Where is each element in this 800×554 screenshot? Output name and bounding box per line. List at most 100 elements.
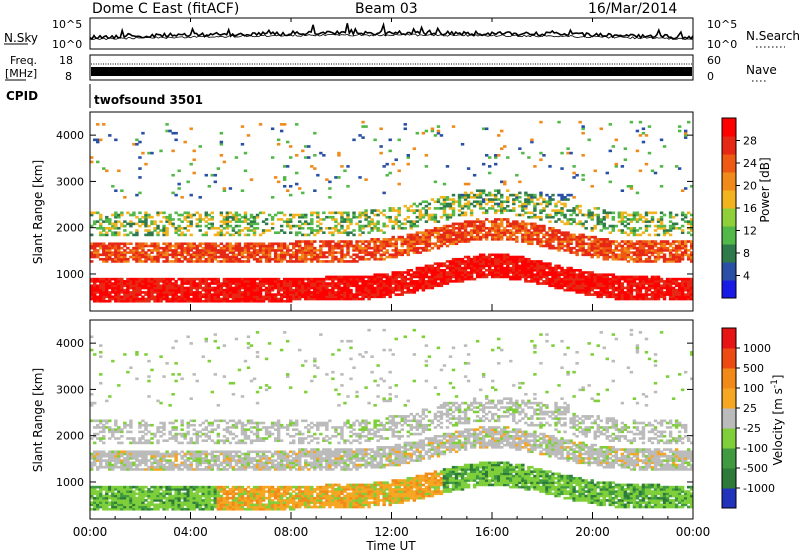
- heatmap-cell: [527, 156, 531, 159]
- heatmap-cell: [355, 277, 359, 281]
- heatmap-cell: [201, 295, 205, 299]
- heatmap-cell: [304, 242, 308, 246]
- heatmap-cell: [665, 282, 670, 285]
- heatmap-cell: [376, 251, 380, 254]
- heatmap-cell: [117, 215, 121, 219]
- heatmap-cell: [358, 286, 362, 290]
- heatmap-cell: [373, 209, 377, 212]
- heatmap-cell: [494, 218, 498, 221]
- heatmap-cell: [99, 277, 103, 281]
- heatmap-cell: [288, 293, 293, 296]
- heatmap-cell: [295, 249, 299, 252]
- heatmap-cell: [234, 244, 239, 248]
- heatmap-cell: [680, 253, 685, 257]
- heatmap-cell: [430, 280, 435, 283]
- heatmap-cell: [222, 293, 227, 296]
- heatmap-cell: [578, 235, 582, 239]
- heatmap-cell: [457, 231, 462, 235]
- heatmap-cell: [99, 231, 103, 235]
- heatmap-cell: [295, 182, 299, 186]
- heatmap-cell: [246, 229, 251, 232]
- heatmap-cell: [677, 293, 682, 296]
- heatmap-cell: [352, 246, 356, 250]
- heatmap-cell: [575, 213, 579, 217]
- heatmap-cell: [478, 189, 483, 192]
- heatmap-cell: [581, 178, 585, 181]
- heatmap-cell: [472, 268, 477, 272]
- heatmap-cell: [219, 293, 224, 296]
- heatmap-cell: [469, 238, 474, 241]
- heatmap-cell: [542, 154, 546, 157]
- heatmap-cell: [512, 224, 516, 228]
- heatmap-cell: [331, 253, 335, 257]
- heatmap-cell: [282, 253, 287, 257]
- heatmap-cell: [644, 257, 649, 261]
- heatmap-cell: [469, 268, 474, 272]
- heatmap-cell: [364, 293, 368, 296]
- heatmap-cell: [319, 295, 323, 299]
- heatmap-cell: [500, 257, 504, 261]
- heatmap-cell: [108, 277, 112, 281]
- heatmap-cell: [234, 253, 239, 257]
- heatmap-cell: [481, 222, 486, 226]
- heatmap-cell: [246, 284, 251, 288]
- heatmap-cell: [662, 297, 667, 301]
- heatmap-cell: [563, 235, 567, 239]
- heatmap-cell: [261, 220, 266, 223]
- heatmap-cell: [671, 288, 676, 292]
- heatmap-cell: [448, 229, 453, 232]
- heatmap-cell: [530, 235, 534, 239]
- heatmap-cell: [599, 273, 603, 277]
- heatmap-cell: [394, 158, 398, 162]
- heatmap-cell: [126, 222, 130, 226]
- heatmap-cell: [536, 202, 540, 206]
- heatmap-cell: [605, 275, 609, 279]
- heatmap-cell: [361, 211, 365, 215]
- heatmap-cell: [665, 257, 670, 261]
- heatmap-cell: [596, 282, 600, 285]
- heatmap-cell: [379, 275, 383, 279]
- heatmap-cell: [430, 277, 435, 281]
- heatmap-cell: [183, 291, 187, 294]
- heatmap-cell: [590, 275, 594, 279]
- heatmap-cell: [361, 275, 365, 279]
- heatmap-cell: [683, 288, 688, 292]
- heatmap-cell: [457, 213, 462, 217]
- heatmap-cell: [448, 266, 453, 270]
- heatmap-cell: [147, 284, 151, 288]
- heatmap-cell: [276, 293, 281, 296]
- heatmap-cell: [207, 249, 212, 252]
- heatmap-cell: [677, 242, 682, 246]
- heatmap-cell: [343, 169, 347, 173]
- heatmap-cell: [539, 211, 543, 215]
- heatmap-cell: [204, 246, 208, 250]
- heatmap-cell: [629, 275, 634, 279]
- heatmap-cell: [542, 233, 546, 237]
- heatmap-cell: [418, 211, 423, 215]
- heatmap-cell: [650, 253, 655, 257]
- heatmap-cell: [316, 260, 320, 263]
- heatmap-cell: [150, 288, 154, 292]
- heatmap-cell: [674, 257, 679, 261]
- heatmap-cell: [156, 249, 160, 252]
- heatmap-cell: [310, 211, 314, 215]
- heatmap-cell: [177, 233, 181, 237]
- heatmap-cell: [563, 280, 567, 283]
- heatmap-cell: [605, 242, 609, 246]
- heatmap-cell: [436, 268, 441, 272]
- heatmap-cell: [457, 268, 462, 272]
- heatmap-cell: [258, 277, 263, 281]
- heatmap-cell: [261, 249, 266, 252]
- heatmap-cell: [635, 191, 640, 195]
- heatmap-cell: [653, 229, 658, 232]
- heatmap-cell: [481, 266, 486, 270]
- heatmap-cell: [90, 501, 94, 504]
- heatmap-cell: [388, 207, 392, 210]
- heatmap-cell: [448, 215, 453, 219]
- heatmap-cell: [647, 251, 652, 254]
- heatmap-cell: [521, 257, 525, 261]
- heatmap-cell: [240, 277, 245, 281]
- heatmap-cell: [554, 238, 558, 241]
- heatmap-cell: [138, 257, 142, 261]
- heatmap-cell: [183, 280, 187, 283]
